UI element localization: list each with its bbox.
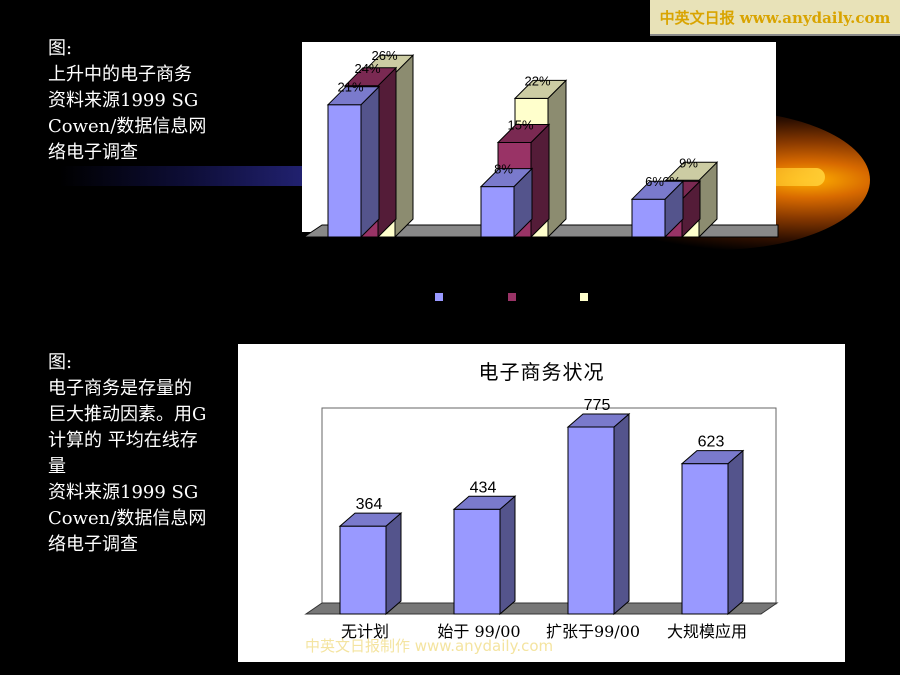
caption-line: 巨大推动因素。用G	[48, 404, 207, 425]
caption-line: 资料来源1999 SG	[48, 482, 199, 503]
chart1-data-label: 6%	[645, 174, 664, 189]
chart1-data-label: 15%	[507, 118, 533, 133]
caption-line: 资料来源1999 SG	[48, 90, 199, 111]
caption-line: 量	[48, 456, 66, 477]
caption-line: 络电子调查	[48, 534, 138, 555]
caption-bottom: 图: 电子商务是存量的 巨大推动因素。用G 计算的 平均在线存 量 资料来源19…	[48, 350, 206, 558]
chart1-bar	[479, 167, 534, 239]
chart1-data-label: 9%	[679, 155, 698, 170]
caption-line: Cowen/数据信息网	[48, 508, 207, 529]
site-banner[interactable]: 中英文日报 www.anydaily.com	[650, 0, 900, 36]
chart1-legend-marker	[580, 293, 588, 301]
chart2-panel: 电子商务状况	[238, 344, 845, 662]
banner-text: 中英文日报 www.anydaily.com	[659, 8, 891, 27]
caption-line: 上升中的电子商务	[48, 64, 192, 85]
decorative-glow-line	[60, 166, 320, 186]
chart2-title: 电子商务状况	[478, 360, 605, 384]
chart1-legend-marker	[508, 293, 516, 301]
chart1-data-label: 8%	[494, 162, 513, 177]
caption-line: 电子商务是存量的	[48, 378, 192, 399]
chart1-data-label: 24%	[354, 61, 380, 76]
watermark-text: 中英文日报制作 www.anydaily.com	[305, 637, 554, 655]
chart1-data-label: 22%	[524, 73, 550, 88]
caption-top: 图: 上升中的电子商务 资料来源1999 SG Cowen/数据信息网 络电子调…	[48, 36, 206, 166]
caption-line: 络电子调查	[48, 142, 138, 163]
chart1-bar	[630, 179, 685, 239]
chart1-data-label: 21%	[337, 80, 363, 95]
chart1-legend-marker	[435, 293, 443, 301]
caption-line: 计算的 平均在线存	[48, 430, 198, 451]
chart1-data-label: 26%	[371, 48, 397, 63]
chart1-ecommerce-growth: 26%24%21%22%15%8%9%6%6%	[302, 48, 779, 301]
chart1-bar	[326, 85, 381, 239]
caption-line: 图:	[48, 38, 73, 59]
caption-line: Cowen/数据信息网	[48, 116, 207, 137]
caption-line: 图:	[48, 352, 73, 373]
